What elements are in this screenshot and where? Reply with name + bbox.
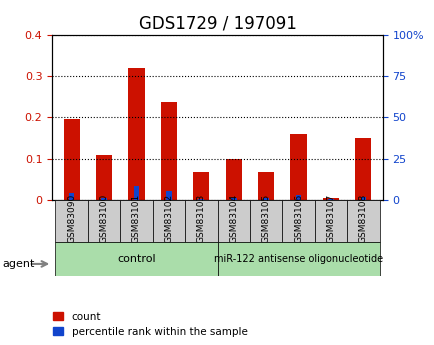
FancyBboxPatch shape: [346, 200, 379, 242]
Text: GSM83106: GSM83106: [293, 194, 302, 243]
Bar: [63, 119, 79, 200]
Bar: [295, 195, 301, 200]
Bar: [360, 197, 365, 200]
Text: GSM83101: GSM83101: [132, 194, 141, 243]
Bar: [133, 186, 139, 200]
Text: control: control: [117, 254, 155, 264]
Text: miR-122 antisense oligonucleotide: miR-122 antisense oligonucleotide: [214, 254, 382, 264]
Bar: [198, 199, 204, 200]
Text: GSM83108: GSM83108: [358, 194, 367, 243]
FancyBboxPatch shape: [184, 200, 217, 242]
Bar: [327, 199, 333, 200]
Text: GSM83090: GSM83090: [67, 194, 76, 243]
Legend: count, percentile rank within the sample: count, percentile rank within the sample: [49, 307, 251, 341]
Bar: [101, 198, 107, 200]
Bar: [355, 138, 371, 200]
Bar: [161, 101, 177, 200]
Bar: [128, 68, 144, 200]
Bar: [69, 194, 74, 200]
Text: GSM83107: GSM83107: [326, 194, 335, 243]
Text: GSM83105: GSM83105: [261, 194, 270, 243]
FancyBboxPatch shape: [120, 200, 152, 242]
FancyBboxPatch shape: [314, 200, 346, 242]
FancyBboxPatch shape: [282, 200, 314, 242]
Bar: [225, 159, 241, 200]
Bar: [322, 198, 338, 200]
FancyBboxPatch shape: [55, 200, 88, 242]
Text: GSM83102: GSM83102: [164, 194, 173, 243]
FancyBboxPatch shape: [217, 241, 379, 276]
Bar: [193, 172, 209, 200]
FancyBboxPatch shape: [250, 200, 282, 242]
FancyBboxPatch shape: [88, 200, 120, 242]
FancyBboxPatch shape: [55, 241, 217, 276]
Bar: [230, 198, 236, 200]
Bar: [257, 172, 273, 200]
FancyBboxPatch shape: [152, 200, 184, 242]
Text: GSM83100: GSM83100: [99, 194, 108, 243]
FancyBboxPatch shape: [217, 200, 250, 242]
Bar: [96, 155, 112, 200]
Bar: [166, 191, 171, 200]
Bar: [263, 198, 268, 200]
Text: GSM83103: GSM83103: [196, 194, 205, 243]
Title: GDS1729 / 197091: GDS1729 / 197091: [138, 15, 296, 33]
Text: GSM83104: GSM83104: [229, 194, 238, 243]
Bar: [290, 134, 306, 200]
Text: agent: agent: [2, 259, 34, 269]
